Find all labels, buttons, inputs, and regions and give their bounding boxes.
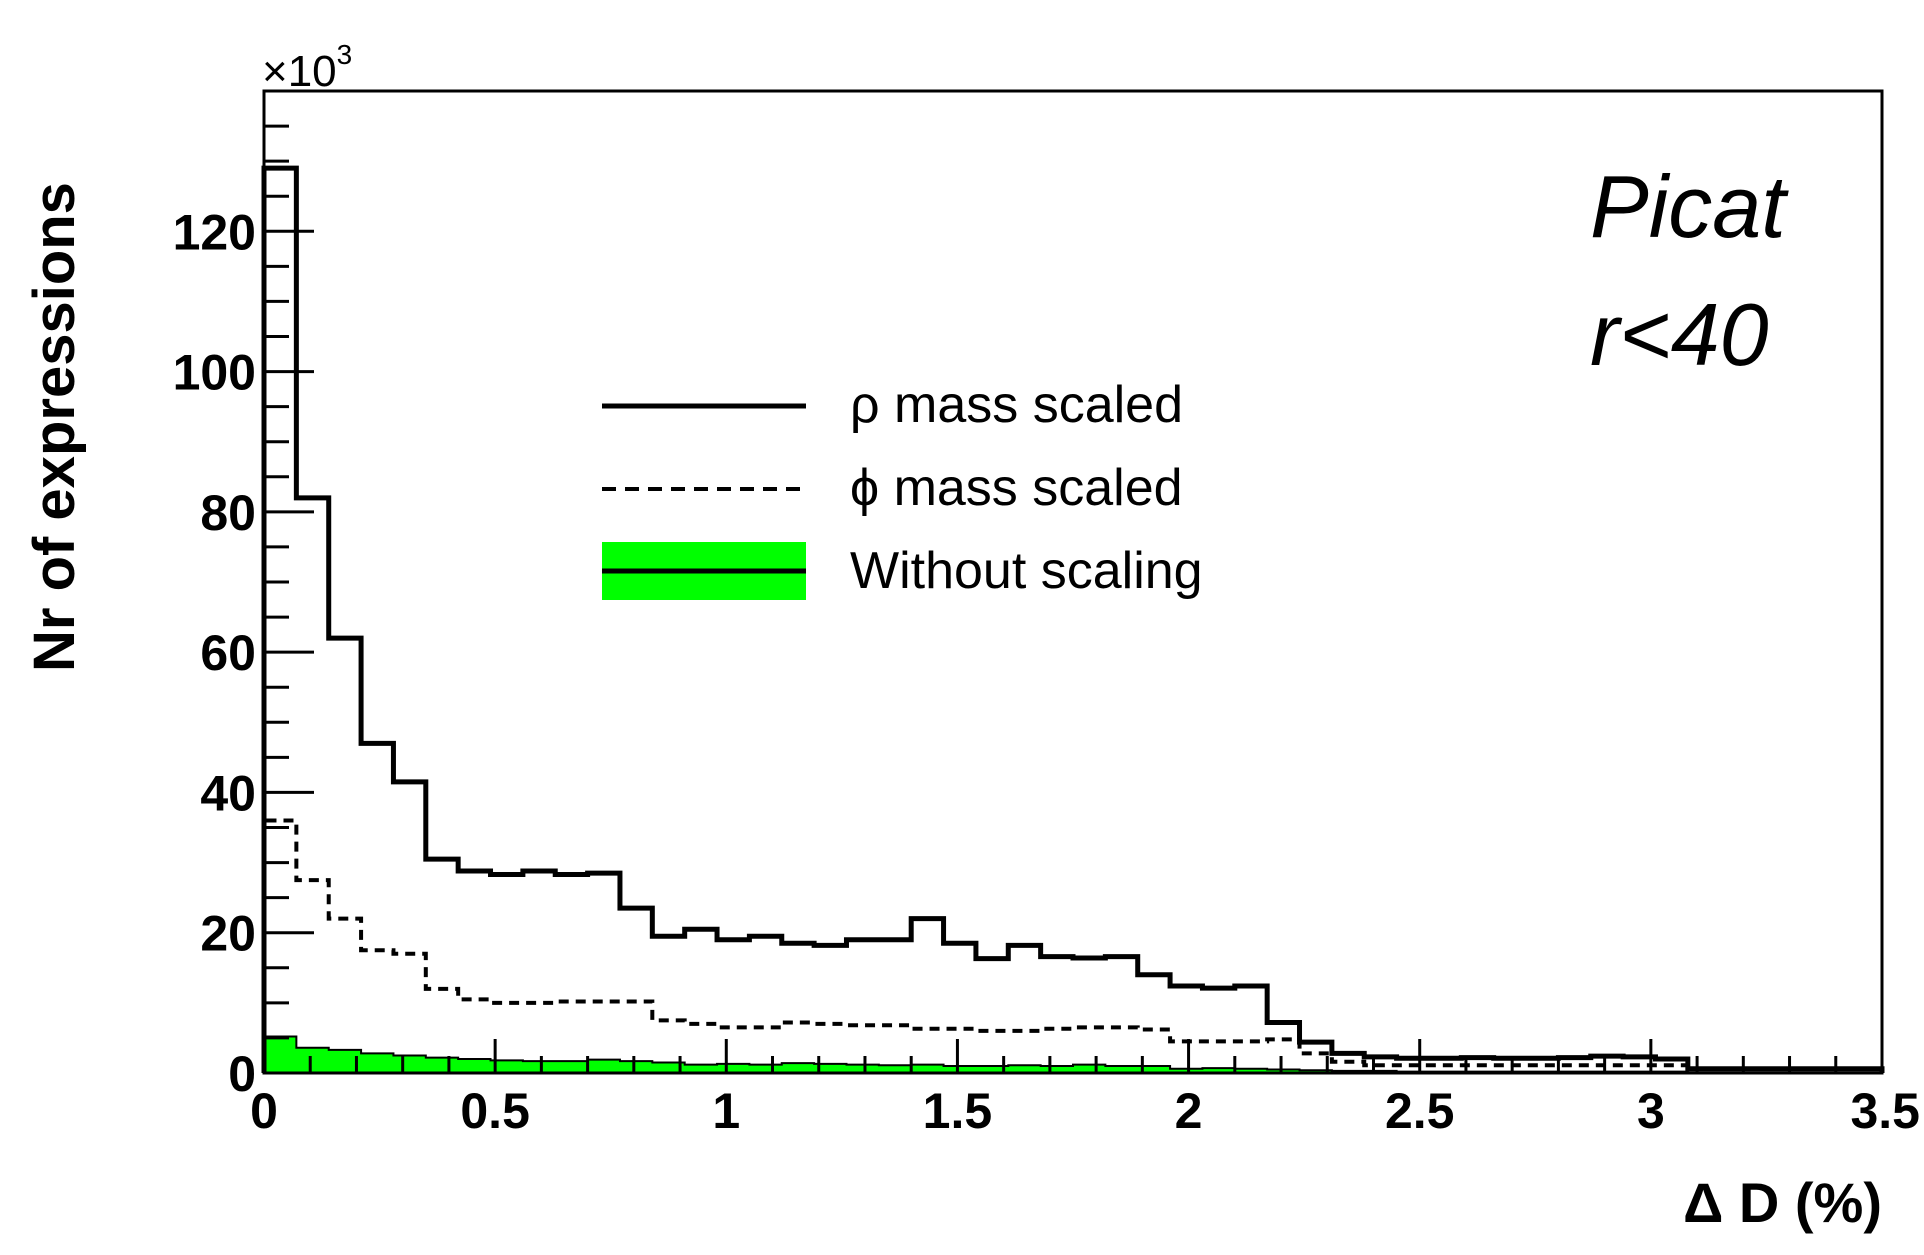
x-tick-label: 1: [712, 1083, 740, 1139]
without-scaling-bin: [328, 1049, 362, 1073]
x-tick-label: 1.5: [923, 1083, 993, 1139]
without-scaling-bin: [1202, 1068, 1236, 1073]
without-scaling-bin: [555, 1061, 589, 1073]
without-scaling-bin: [1234, 1068, 1268, 1073]
without-scaling-bin: [943, 1065, 977, 1073]
x-tick-label: 2: [1175, 1083, 1203, 1139]
x-axis-label: Δ D (%): [1683, 1171, 1882, 1234]
without-scaling-bin: [814, 1063, 847, 1073]
without-scaling-bin: [911, 1064, 945, 1073]
y-multiplier: ×103: [262, 39, 352, 96]
legend-label-without-scaling: Without scaling: [850, 542, 1203, 600]
without-scaling-bin: [490, 1060, 524, 1073]
without-scaling-bin: [296, 1047, 330, 1073]
legend: ρ mass scaled ϕ mass scaled Without scal…: [602, 376, 1203, 600]
without-scaling-bin: [1008, 1065, 1042, 1073]
y-tick-label: 20: [200, 906, 256, 962]
x-tick-label: 3: [1637, 1083, 1665, 1139]
x-tick-labels: 0 0.5 1 1.5 2 2.5 3 3.5: [250, 1083, 1920, 1139]
without-scaling-bin: [1137, 1065, 1171, 1073]
y-tick-label: 40: [200, 765, 256, 821]
without-scaling-bin: [846, 1064, 880, 1073]
without-scaling-bin: [619, 1061, 653, 1073]
x-tick-label: 2.5: [1385, 1083, 1455, 1139]
without-scaling-bin: [1073, 1064, 1106, 1073]
x-tick-label: 3.5: [1850, 1083, 1920, 1139]
annotation-picat: Picat: [1590, 157, 1789, 256]
without-scaling-bin: [425, 1057, 459, 1073]
without-scaling-bin: [975, 1065, 1009, 1073]
y-tick-labels: 0 20 40 60 80 100 120: [173, 204, 256, 1102]
without-scaling-bin: [717, 1063, 750, 1073]
without-scaling-bin: [684, 1064, 718, 1073]
y-tick-label: 60: [200, 625, 256, 681]
y-tick-label: 120: [173, 204, 256, 260]
without-scaling-fill-layer: [264, 1036, 1883, 1073]
y-axis-label: Nr of expressions: [22, 182, 87, 672]
without-scaling-bin: [749, 1064, 783, 1073]
x-tick-label: 0: [250, 1083, 278, 1139]
without-scaling-bin: [878, 1065, 912, 1073]
without-scaling-bin: [1170, 1068, 1203, 1073]
y-tick-label: 80: [200, 485, 256, 541]
legend-label-phi: ϕ mass scaled: [850, 459, 1183, 517]
y-tick-label: 100: [173, 345, 256, 401]
axis-ticks: [262, 89, 1884, 1075]
phi-mass-scaled-line: [262, 818, 1884, 1073]
y-tick-label: 0: [228, 1046, 256, 1102]
without-scaling-bin: [264, 1036, 297, 1073]
without-scaling-bin: [522, 1061, 556, 1073]
without-scaling-bin: [1267, 1069, 1301, 1073]
without-scaling-bin: [361, 1053, 394, 1073]
x-tick-label: 0.5: [460, 1083, 530, 1139]
without-scaling-bin: [781, 1063, 815, 1073]
legend-label-rho: ρ mass scaled: [850, 376, 1183, 434]
without-scaling-bin: [652, 1062, 686, 1073]
annotation-radius-cut: r<40: [1590, 285, 1769, 384]
without-scaling-bin: [393, 1055, 427, 1073]
without-scaling-bin: [587, 1059, 621, 1073]
without-scaling-bin: [1040, 1065, 1074, 1073]
without-scaling-bin: [1105, 1065, 1139, 1073]
without-scaling-bin: [458, 1058, 492, 1073]
